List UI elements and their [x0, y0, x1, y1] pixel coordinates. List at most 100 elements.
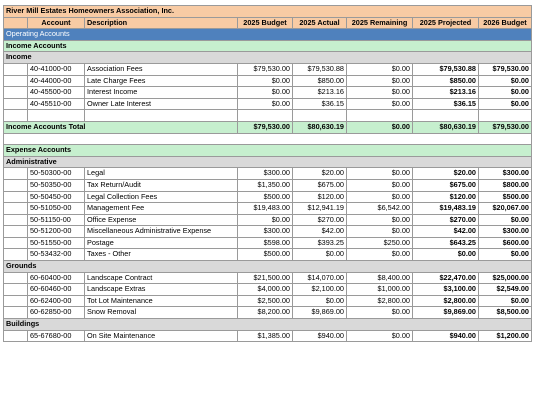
indent-cell[interactable] — [3, 306, 28, 320]
account-cell[interactable]: 50-50350-00 — [27, 178, 85, 192]
actual-2025-cell[interactable]: $36.15 — [292, 97, 347, 111]
projected-2025-cell[interactable]: $850.00 — [412, 74, 479, 88]
actual-2025-cell[interactable]: $0.00 — [292, 248, 347, 262]
remaining-2025-cell[interactable]: $8,400.00 — [346, 271, 413, 285]
account-cell[interactable]: 60-62400-00 — [27, 294, 85, 308]
budget-2025-cell[interactable]: $8,200.00 — [237, 306, 293, 320]
budget-2025-cell[interactable]: $79,530.00 — [237, 62, 293, 76]
remaining-2025-cell[interactable]: $0.00 — [346, 86, 413, 99]
indent-cell[interactable] — [3, 294, 28, 308]
description-cell[interactable]: Owner Late Interest — [84, 97, 238, 111]
remaining-2025-cell[interactable]: $0.00 — [346, 190, 413, 204]
budget-2026-cell[interactable]: $300.00 — [478, 167, 532, 180]
account-cell[interactable]: 50-53432-00 — [27, 248, 85, 262]
budget-2026-cell[interactable]: $25,000.00 — [478, 271, 532, 285]
indent-cell[interactable] — [3, 202, 28, 215]
budget-2026-cell[interactable]: $79,530.00 — [478, 62, 532, 76]
income-label[interactable]: Income — [3, 51, 532, 64]
budget-2025-cell[interactable]: $2,500.00 — [237, 294, 293, 308]
budget-2026-cell[interactable]: $0.00 — [478, 86, 532, 99]
budget-2025-cell[interactable]: $500.00 — [237, 190, 293, 204]
description-cell[interactable]: Miscellaneous Administrative Expense — [84, 225, 238, 238]
budget-2026-cell[interactable]: $20,067.00 — [478, 202, 532, 215]
budget-2026-cell[interactable]: $1,200.00 — [478, 329, 532, 343]
projected-2025-cell[interactable]: $0.00 — [412, 248, 479, 262]
actual-2025-cell[interactable]: $20.00 — [292, 167, 347, 180]
projected-2025-cell[interactable]: $19,483.19 — [412, 202, 479, 215]
actual-2025-cell[interactable]: $120.00 — [292, 190, 347, 204]
actual-2025-cell[interactable]: $12,941.19 — [292, 202, 347, 215]
budget-2026-cell[interactable]: $0.00 — [478, 248, 532, 262]
description-cell[interactable]: Landscape Extras — [84, 283, 238, 296]
projected-2025-cell[interactable]: $20.00 — [412, 167, 479, 180]
header-description[interactable]: Description — [84, 16, 238, 30]
budget-2026-cell[interactable]: $0.00 — [478, 97, 532, 111]
actual-2025-cell[interactable]: $9,869.00 — [292, 306, 347, 320]
actual-2025-cell[interactable]: $940.00 — [292, 329, 347, 343]
remaining-2025-cell[interactable]: $0.00 — [346, 167, 413, 180]
projected-2025-cell[interactable]: $675.00 — [412, 178, 479, 192]
account-cell[interactable]: 60-62850-00 — [27, 306, 85, 320]
header-2025-remaining[interactable]: 2025 Remaining — [346, 16, 413, 30]
actual-2025-cell[interactable]: $0.00 — [292, 294, 347, 308]
description-cell[interactable]: Postage — [84, 236, 238, 250]
account-cell[interactable]: 40-45510-00 — [27, 97, 85, 111]
account-cell[interactable]: 50-50450-00 — [27, 190, 85, 204]
budget-2025-cell[interactable]: $19,483.00 — [237, 202, 293, 215]
header-2025-budget[interactable]: 2025 Budget — [237, 16, 293, 30]
income-total-projected[interactable]: $80,630.19 — [412, 120, 479, 134]
account-cell[interactable]: 40-44000-00 — [27, 74, 85, 88]
administrative-label[interactable]: Administrative — [3, 155, 532, 169]
operating-accounts-label[interactable]: Operating Accounts — [3, 28, 532, 41]
indent-cell[interactable] — [3, 190, 28, 204]
budget-2025-cell[interactable]: $0.00 — [237, 74, 293, 88]
account-cell[interactable]: 50-51200-00 — [27, 225, 85, 238]
budget-2025-cell[interactable]: $300.00 — [237, 167, 293, 180]
projected-2025-cell[interactable]: $120.00 — [412, 190, 479, 204]
remaining-2025-cell[interactable]: $6,542.00 — [346, 202, 413, 215]
empty-cell[interactable] — [27, 109, 85, 122]
indent-cell[interactable] — [3, 97, 28, 111]
indent-cell[interactable] — [3, 248, 28, 262]
indent-cell[interactable] — [3, 329, 28, 343]
budget-2026-cell[interactable]: $0.00 — [478, 74, 532, 88]
remaining-2025-cell[interactable]: $0.00 — [346, 178, 413, 192]
budget-2025-cell[interactable]: $0.00 — [237, 213, 293, 227]
account-cell[interactable]: 50-51150-00 — [27, 213, 85, 227]
account-cell[interactable]: 40-45500-00 — [27, 86, 85, 99]
budget-2026-cell[interactable]: $0.00 — [478, 294, 532, 308]
actual-2025-cell[interactable]: $14,070.00 — [292, 271, 347, 285]
budget-2026-cell[interactable]: $600.00 — [478, 236, 532, 250]
empty-cell[interactable] — [237, 109, 293, 122]
description-cell[interactable]: Landscape Contract — [84, 271, 238, 285]
projected-2025-cell[interactable]: $643.25 — [412, 236, 479, 250]
indent-cell[interactable] — [3, 283, 28, 296]
projected-2025-cell[interactable]: $2,800.00 — [412, 294, 479, 308]
projected-2025-cell[interactable]: $270.00 — [412, 213, 479, 227]
remaining-2025-cell[interactable]: $250.00 — [346, 236, 413, 250]
remaining-2025-cell[interactable]: $0.00 — [346, 213, 413, 227]
projected-2025-cell[interactable]: $9,869.00 — [412, 306, 479, 320]
budget-2025-cell[interactable]: $4,000.00 — [237, 283, 293, 296]
actual-2025-cell[interactable]: $850.00 — [292, 74, 347, 88]
description-cell[interactable]: Interest Income — [84, 86, 238, 99]
indent-cell[interactable] — [3, 236, 28, 250]
header-2025-projected[interactable]: 2025 Projected — [412, 16, 479, 30]
indent-cell[interactable] — [3, 86, 28, 99]
account-cell[interactable]: 40-41000-00 — [27, 62, 85, 76]
indent-cell[interactable] — [3, 225, 28, 238]
account-cell[interactable]: 60-60460-00 — [27, 283, 85, 296]
account-cell[interactable]: 60-60400-00 — [27, 271, 85, 285]
remaining-2025-cell[interactable]: $1,000.00 — [346, 283, 413, 296]
header-indent-cell[interactable] — [3, 16, 28, 30]
description-cell[interactable]: On Site Maintenance — [84, 329, 238, 343]
indent-cell[interactable] — [3, 213, 28, 227]
account-cell[interactable]: 65-67680-00 — [27, 329, 85, 343]
empty-cell[interactable] — [292, 109, 347, 122]
projected-2025-cell[interactable]: $3,100.00 — [412, 283, 479, 296]
budget-2026-cell[interactable]: $800.00 — [478, 178, 532, 192]
grounds-label[interactable]: Grounds — [3, 260, 532, 273]
empty-cell[interactable] — [84, 109, 238, 122]
empty-cell[interactable] — [412, 109, 479, 122]
description-cell[interactable]: Legal — [84, 167, 238, 180]
